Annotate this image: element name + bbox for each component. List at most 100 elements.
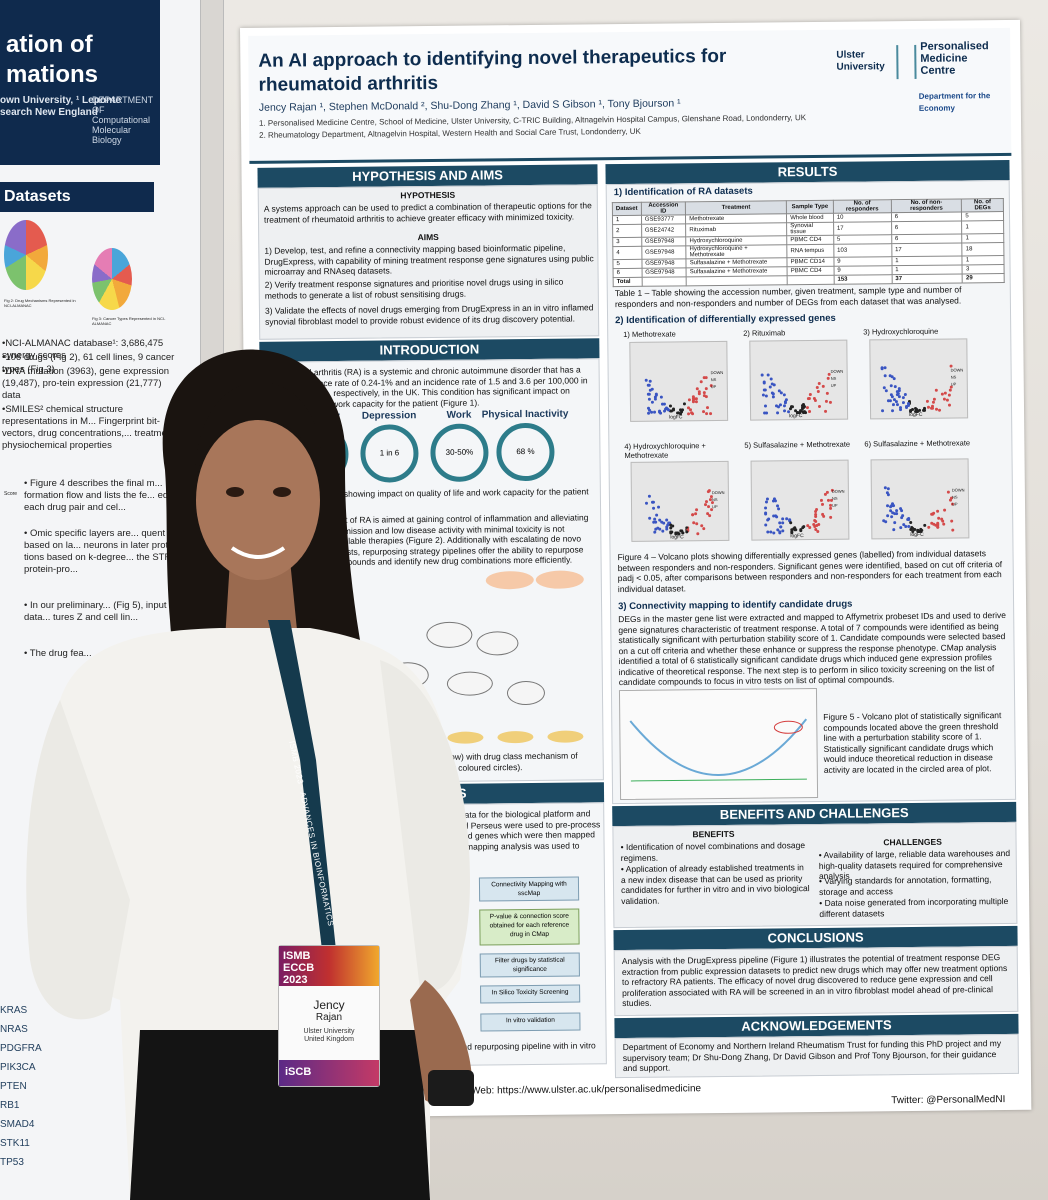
volcano-plot-title: 4) Hydroxychloroquine + Methotrexate	[624, 441, 706, 460]
benefit-2: • Application of already established tre…	[620, 862, 810, 906]
volcano-point	[760, 373, 764, 377]
volcano-point	[951, 528, 955, 532]
volcano-point	[696, 532, 700, 536]
table-total-cell: Total	[613, 277, 642, 287]
stat-value-mortality: ↑6 %	[310, 449, 329, 459]
volcano-point	[651, 506, 655, 510]
volcano-legend-label: DOWN	[711, 489, 725, 496]
network-drug-node	[397, 732, 434, 745]
volcano-point	[648, 517, 652, 521]
table-cell: RNA tempus	[786, 244, 834, 258]
volcano-point	[706, 406, 710, 410]
volcano-point	[761, 393, 765, 397]
volcano-x-axis-label: logFC	[669, 414, 683, 421]
gene-list-item: SMAD4	[0, 1119, 35, 1130]
volcano-point	[766, 373, 770, 377]
volcano-point	[922, 523, 927, 527]
table-cell: 2	[612, 224, 642, 238]
volcano-plot: DOWN NS UP logFC	[870, 458, 970, 540]
volcano-point	[821, 384, 825, 388]
volcano-point	[652, 517, 656, 521]
table-cell: GSE93777	[641, 214, 686, 225]
flow-step-1: Connectivity Mapping with sscMap	[478, 876, 580, 902]
volcano-plot: DOWN NS UP logFC	[630, 460, 730, 542]
volcano-point	[771, 514, 775, 518]
volcano-point	[898, 407, 902, 411]
challenges-subheading: CHALLENGES	[883, 836, 942, 848]
volcano-point	[775, 411, 779, 415]
volcano-point	[782, 409, 786, 413]
drug-feature-text: • The drug fea...	[24, 648, 92, 659]
department-logo: DEPARTMENT OF Computational Molecular Bi…	[92, 95, 154, 145]
results-section-1: 1) Identification of RA datasets	[613, 185, 753, 199]
volcano-point	[948, 393, 952, 397]
omic-layers-text: • Omic specific layers are... quent laye…	[24, 528, 194, 575]
volcano-point	[688, 407, 692, 411]
volcano-point	[778, 403, 782, 407]
volcano-point	[886, 487, 890, 491]
aim-1: 1) Develop, test, and refine a connectiv…	[264, 242, 594, 277]
volcano-point	[909, 527, 913, 531]
volcano-point	[769, 377, 773, 381]
score-label: Score	[4, 491, 18, 497]
cmap-volcano-plot	[618, 687, 819, 801]
volcano-legend-label: DOWN	[831, 488, 845, 494]
volcano-point	[701, 410, 705, 414]
volcano-point	[813, 512, 817, 516]
network-node	[506, 680, 546, 706]
datasets-heading: Datasets	[0, 182, 154, 212]
table-cell: 6	[891, 220, 963, 235]
volcano-point	[647, 383, 651, 387]
volcano-legend-label: NS	[951, 494, 958, 500]
volcano-point	[707, 489, 711, 493]
table-cell: 3	[612, 237, 642, 247]
volcano-point	[647, 494, 651, 498]
preliminary-text: • In our preliminary... (Fig 5), input d…	[24, 600, 167, 623]
datasets-bullet-4: •SMILES² chemical structure representati…	[2, 404, 178, 451]
volcano-plot: DOWN NS UP logFC	[629, 340, 729, 422]
volcano-point	[945, 398, 950, 402]
network-drug-node	[347, 732, 384, 745]
volcano-point	[902, 396, 906, 400]
table-header-cell: No. of non-responders	[891, 198, 962, 213]
volcano-plot-title: 5) Sulfasalazine + Methotrexate	[744, 439, 851, 450]
volcano-point	[885, 513, 889, 517]
methods-figure-caption: ...and repurposing pipeline with in vitr…	[450, 1040, 596, 1052]
volcano-point	[933, 397, 937, 401]
volcano-point	[668, 404, 672, 408]
volcano-point	[777, 507, 781, 511]
gene-list-item: NRAS	[0, 1024, 28, 1035]
datasets-bullet-3: •DNA mutation (3963), gene expression (1…	[2, 366, 170, 401]
volcano-point	[906, 516, 910, 520]
volcano-point	[890, 408, 894, 412]
volcano-point	[934, 388, 938, 392]
table-header-cell: No. of DEGs	[961, 198, 1004, 212]
volcano-point	[894, 511, 898, 515]
volcano-point	[705, 394, 709, 398]
volcano-point	[655, 513, 659, 517]
gene-list-item: PIK3CA	[0, 1062, 36, 1073]
name-badge: ISMB ECCB 2023 Jency Rajan Ulster Univer…	[278, 945, 380, 1087]
benefit-1: • Identification of novel combinations a…	[620, 840, 806, 863]
volcano-point	[649, 379, 653, 383]
stat-donut-work: 30-50%	[430, 423, 489, 483]
table-cell: Hydroxychloroquine + Methotrexate	[686, 244, 788, 259]
table-cell: Whole blood	[786, 213, 834, 223]
left-poster-header: ation of mations own University, ¹ Lepont…	[0, 0, 160, 165]
volcano-point	[931, 404, 935, 408]
introduction-text: Rheumatoid arthritis (RA) is a systemic …	[265, 364, 588, 410]
volcano-point	[892, 527, 896, 531]
gene-list-item: RB1	[0, 1100, 20, 1111]
volcano-legend-label: UP	[950, 381, 957, 387]
stat-value-depression: 1 in 6	[379, 448, 400, 458]
challenge-2: • Varying standards for annotation, form…	[818, 874, 992, 897]
volcano-point	[669, 530, 673, 534]
twitter-handle: Twitter: @PersonalMedNI	[891, 1094, 1006, 1107]
table-cell: 5	[961, 211, 1004, 221]
figure5-caption: Figure 5 - Volcano plot of statistically…	[823, 710, 1002, 775]
volcano-point	[897, 386, 901, 390]
volcano-point	[702, 376, 706, 380]
volcano-point	[778, 521, 782, 525]
website-link[interactable]: Web: https://www.ulster.ac.uk/personalis…	[471, 1083, 702, 1097]
volcano-point	[821, 502, 825, 506]
